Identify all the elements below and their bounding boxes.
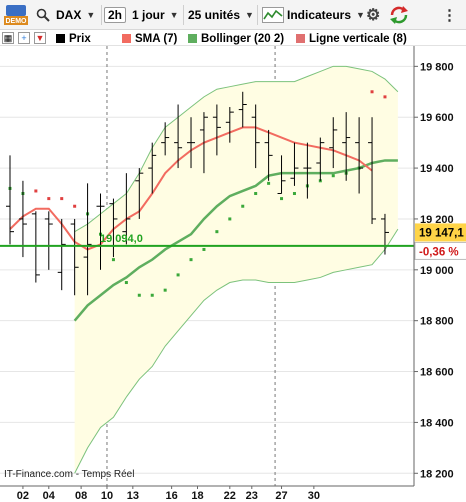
indicator-dot — [34, 189, 38, 193]
chevron-down-icon: ▼ — [86, 10, 96, 20]
interval-label: 2h — [104, 7, 127, 23]
refresh-button[interactable] — [388, 4, 410, 26]
interval-select[interactable]: 2h — [104, 4, 127, 26]
y-tick-label: 19 400 — [420, 163, 454, 175]
units-label: 25 unités — [188, 8, 241, 22]
legend-item-bollinger[interactable]: Bollinger (20 2) — [188, 32, 284, 45]
y-tick-label: 18 400 — [420, 417, 454, 429]
indicators-icon — [262, 7, 284, 23]
last-price-label: 19 147,1 — [419, 227, 464, 239]
demo-logo: DEMO — [3, 4, 29, 26]
legend-item-price[interactable]: Prix — [56, 32, 91, 45]
indicator-dot — [73, 204, 77, 208]
symbol-label: DAX — [56, 8, 82, 22]
y-tick-label: 18 600 — [420, 367, 454, 379]
x-tick-label: 10 — [101, 490, 113, 502]
chart-type-icon[interactable]: ▦ — [2, 32, 14, 44]
menu-icon: ⋮ — [442, 7, 457, 24]
chevron-down-icon: ▼ — [169, 10, 179, 20]
indicator-legend: ▦ + ▼ Prix SMA (7) Bollinger (20 2) Lign… — [0, 30, 466, 46]
bollinger-lower-line — [74, 228, 399, 474]
y-tick-label: 19 200 — [420, 214, 454, 226]
indicator-dot — [241, 204, 245, 208]
indicators-label: Indicateurs — [287, 8, 352, 22]
svg-text:DEMO: DEMO — [6, 18, 28, 25]
indicator-dot — [60, 197, 64, 201]
period-select[interactable]: 1 jour ▼ — [132, 4, 179, 26]
symbol-select[interactable]: DAX ▼ — [56, 4, 95, 26]
price-swatch — [56, 34, 65, 43]
arrow-down-icon[interactable]: ▼ — [34, 32, 46, 44]
bollinger-mid-line — [73, 159, 398, 322]
bollinger-upper-line — [74, 65, 399, 233]
indicator-dot — [189, 258, 193, 262]
x-tick-label: 27 — [275, 490, 287, 502]
indicator-dot — [254, 192, 258, 196]
indicator-dot — [292, 192, 296, 196]
y-tick-label: 19 600 — [420, 112, 454, 124]
demo-badge-icon: DEMO — [4, 5, 28, 25]
indicators-button[interactable]: Indicateurs ▼ — [262, 4, 365, 26]
horizontal-level-label: 19 094,0 — [100, 233, 143, 245]
legend-sma-label: SMA (7) — [135, 32, 178, 45]
legend-vline-label: Ligne verticale (8) — [309, 32, 407, 45]
settings-button[interactable]: ⚙ — [366, 4, 380, 26]
x-tick-label: 08 — [75, 490, 87, 502]
legend-bollinger-label: Bollinger (20 2) — [201, 32, 285, 45]
y-tick-label: 18 200 — [420, 468, 454, 480]
chevron-down-icon: ▼ — [356, 10, 365, 20]
legend-item-sma[interactable]: SMA (7) — [122, 32, 177, 45]
x-tick-label: 16 — [166, 490, 178, 502]
x-tick-label: 23 — [246, 490, 258, 502]
search-button[interactable] — [36, 4, 50, 26]
x-tick-label: 22 — [224, 490, 236, 502]
indicator-dot — [163, 288, 167, 292]
indicator-dot — [150, 293, 154, 297]
indicator-dot — [331, 174, 335, 178]
x-tick-label: 30 — [308, 490, 320, 502]
x-tick-label: 18 — [191, 490, 203, 502]
change-label: -0,36 % — [419, 246, 459, 258]
indicator-dot — [111, 258, 115, 262]
period-label: 1 jour — [132, 8, 165, 22]
y-tick-label: 19 800 — [420, 61, 454, 73]
refresh-icon — [390, 6, 408, 24]
last-price-tag — [415, 223, 466, 242]
y-tick-label: 18 800 — [420, 316, 454, 328]
indicator-dot — [280, 197, 284, 201]
price-chart[interactable]: 19 094,0 19 147,1 -0,36 % 18 200 18 400 18 6… — [0, 46, 466, 502]
gear-icon: ⚙ — [366, 7, 381, 24]
legend-price-label: Prix — [69, 32, 91, 45]
units-select[interactable]: 25 unités ▼ — [188, 4, 254, 26]
indicator-dot — [215, 230, 219, 234]
data-source-footer: IT-Finance.com - Temps Réel — [4, 469, 135, 480]
indicator-dot — [124, 281, 128, 285]
sma-swatch — [122, 34, 131, 43]
add-icon[interactable]: + — [18, 32, 30, 44]
x-tick-label: 04 — [43, 490, 56, 502]
indicator-dot — [137, 293, 141, 297]
bollinger-band-fill — [74, 66, 398, 474]
indicator-dot — [176, 273, 180, 277]
indicator-dot — [202, 247, 206, 251]
indicator-dot — [383, 95, 387, 99]
toolbar: DEMO DAX ▼ 2h 1 jour ▼ 25 unités ▼ Indic… — [0, 0, 466, 30]
bollinger-swatch — [188, 34, 197, 43]
chevron-down-icon: ▼ — [245, 10, 254, 20]
search-icon — [36, 8, 50, 22]
y-tick-label: 19 000 — [420, 265, 454, 277]
legend-item-vline[interactable]: Ligne verticale (8) — [296, 32, 407, 45]
indicator-dot — [267, 181, 271, 185]
indicator-dot — [228, 217, 232, 221]
indicator-dot — [370, 90, 374, 94]
x-tick-label: 13 — [127, 490, 139, 502]
menu-button[interactable]: ⋮ — [442, 4, 457, 26]
indicator-dot — [47, 197, 51, 201]
change-tag — [414, 241, 466, 260]
x-tick-label: 02 — [17, 490, 29, 502]
vline-swatch — [296, 34, 305, 43]
